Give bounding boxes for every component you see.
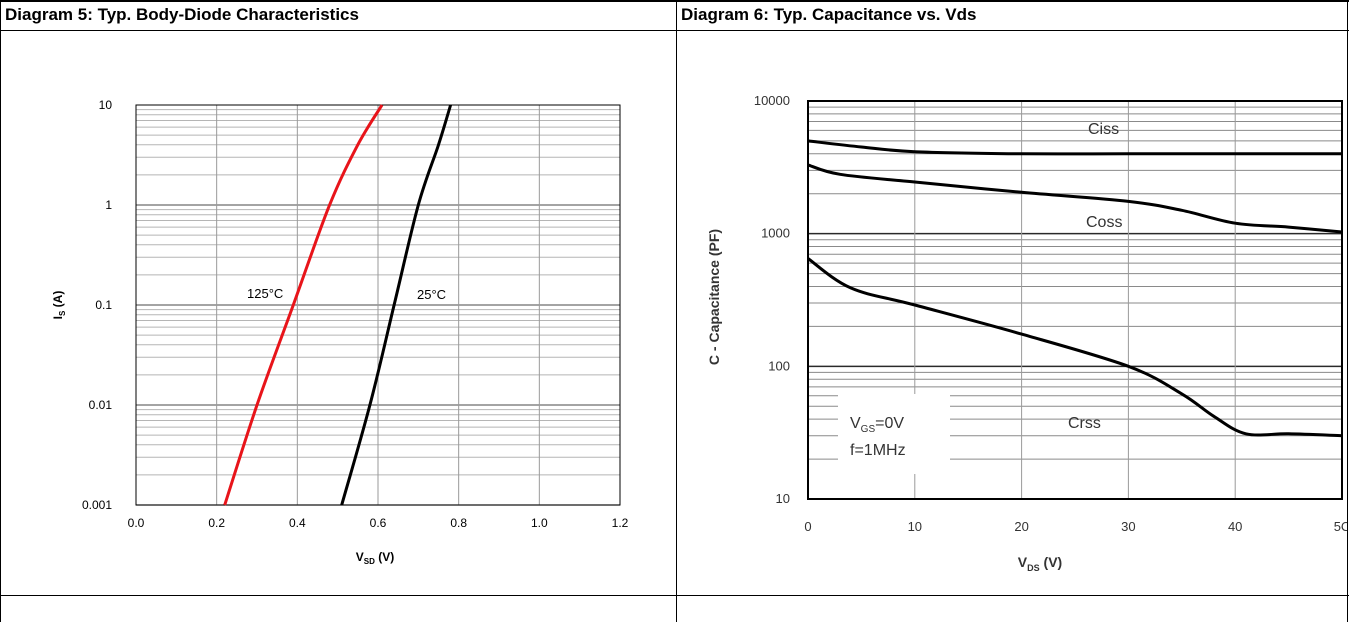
body-diode-label-25c: 25°C [417, 287, 446, 302]
panel-title-left: Diagram 5: Typ. Body-Diode Characteristi… [5, 5, 359, 24]
capacitance-x-ticks: 0 10 20 30 40 5C [804, 519, 1347, 534]
x-tick-label: 0 [804, 519, 811, 534]
body-diode-x-ticks: 0.0 0.2 0.4 0.6 0.8 1.0 1.2 [128, 516, 629, 530]
y-tick-label: 1000 [761, 226, 790, 241]
capacitance-y-axis-label: C - Capacitance (PF) [706, 229, 722, 365]
body-diode-plot-frame [135, 104, 621, 506]
capacitance-label-coss: Coss [1086, 214, 1122, 231]
annotation-vgs-sub: GS [861, 424, 876, 435]
y-tick-label: 0.001 [82, 498, 112, 512]
series-line-1 [340, 104, 453, 506]
body-diode-y-ticks: 0.001 0.01 0.1 1 10 [82, 98, 112, 512]
y-tick-label: 10 [99, 98, 113, 112]
body-diode-y-axis-label: IS (A) [51, 291, 67, 320]
x-tick-label: 10 [908, 519, 922, 534]
capacitance-plot-frame [807, 100, 1343, 500]
x-tick-label: 5C [1334, 519, 1347, 534]
x-tick-label: 30 [1121, 519, 1135, 534]
annotation-vgs-main: V [850, 415, 861, 432]
annotation-vgs-rest: =0V [875, 415, 904, 432]
x-tick-label: 1.0 [531, 516, 548, 530]
panel-title-right: Diagram 6: Typ. Capacitance vs. Vds [681, 5, 977, 24]
capacitance-x-axis-label: VDS (V) [1018, 554, 1062, 573]
x-tick-label: 0.2 [208, 516, 225, 530]
series-line-0 [807, 139, 1342, 156]
x-tick-label: 0.4 [289, 516, 306, 530]
capacitance-label-ciss: Ciss [1088, 121, 1119, 138]
x-tick-label: 20 [1014, 519, 1028, 534]
body-diode-y-axis-main: I [51, 316, 65, 319]
body-diode-x-axis-sub: SD [364, 557, 375, 566]
capacitance-x-axis-unit: (V) [1040, 554, 1063, 570]
body-diode-grid [135, 105, 621, 506]
y-tick-label: 0.1 [95, 298, 112, 312]
capacitance-annotation-box [838, 394, 950, 474]
capacitance-annotation-vgs: VGS=0V [850, 415, 904, 435]
table-border-top [0, 0, 1349, 2]
y-tick-label: 0.01 [89, 398, 113, 412]
x-tick-label: 40 [1228, 519, 1242, 534]
capacitance-chart: 0 10 20 30 40 5C 10 100 1000 10000 Ciss Coss Crs… [706, 93, 1347, 573]
x-tick-label: 0.0 [128, 516, 145, 530]
capacitance-annotation-freq: f=1MHz [850, 442, 906, 459]
capacitance-y-ticks: 10 100 1000 10000 [754, 93, 790, 506]
body-diode-y-axis-unit: (A) [51, 291, 65, 311]
table-border-left [0, 0, 1, 622]
table-border-mid [0, 595, 1349, 596]
table-border-right [1347, 0, 1348, 622]
capacitance-x-axis-main: V [1018, 554, 1028, 570]
series-line-0 [223, 104, 384, 506]
body-diode-chart: 0.0 0.2 0.4 0.6 0.8 1.0 1.2 0.001 0.01 0.1 1 10 12… [51, 98, 629, 566]
capacitance-series [807, 139, 1343, 438]
y-tick-label: 10 [776, 491, 790, 506]
series-line-1 [807, 163, 1343, 234]
body-diode-label-125c: 125°C [247, 286, 283, 301]
capacitance-x-axis-sub: DS [1027, 563, 1040, 573]
y-tick-label: 1 [105, 198, 112, 212]
body-diode-x-axis-label: VSD (V) [356, 550, 394, 566]
x-tick-label: 1.2 [612, 516, 629, 530]
table-border-header [0, 30, 1349, 31]
series-line-2 [807, 257, 1343, 438]
body-diode-x-axis-unit: (V) [375, 550, 394, 564]
body-diode-series [223, 104, 453, 506]
x-tick-label: 0.8 [450, 516, 467, 530]
capacitance-label-crss: Crss [1068, 415, 1101, 432]
table-border-center [676, 0, 677, 622]
y-tick-label: 100 [768, 358, 790, 373]
y-tick-label: 10000 [754, 93, 790, 108]
body-diode-y-axis-sub: S [58, 310, 67, 316]
x-tick-label: 0.6 [370, 516, 387, 530]
body-diode-x-axis-main: V [356, 550, 364, 564]
